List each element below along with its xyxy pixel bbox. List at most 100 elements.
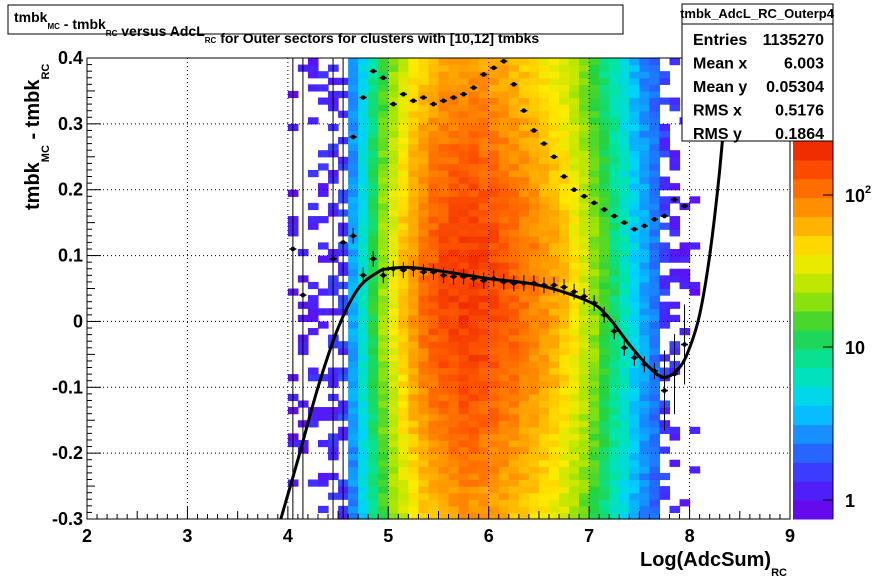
heatmap-cell [307,367,319,375]
heatmap-cell [488,439,500,448]
mean-profile-points [289,233,689,393]
heatmap-cell [388,229,399,237]
heatmap-cell [498,117,510,125]
heatmap-cell [619,380,630,388]
heatmap-cell [609,156,620,164]
heatmap-cell [317,505,329,514]
x-tick-label: 7 [584,526,594,546]
mean-profile-point [440,273,448,278]
heatmap-cell [619,354,630,362]
heatmap-cell [358,97,369,105]
heatmap-cell [438,387,450,395]
heatmap-cell [619,314,630,323]
heatmap-cell [438,71,450,79]
heatmap-cell [528,176,540,184]
heatmap-cell [388,492,399,500]
mean-profile-point [409,266,417,272]
heatmap-cell [448,472,460,481]
heatmap-cell [508,123,520,132]
heatmap-cell [388,393,399,402]
heatmap-cell [368,407,379,415]
heatmap-cell [317,308,329,316]
heatmap-cell [629,209,640,217]
heatmap-cell [448,97,460,105]
heatmap-cell [388,104,399,112]
heatmap-cell [478,426,490,434]
heatmap-cell [679,499,691,507]
heatmap-cell [398,64,409,72]
heatmap-cell [498,308,510,316]
heatmap-cell [358,189,369,197]
heatmap-cell [448,117,460,125]
heatmap-cell [649,97,661,105]
heatmap-cell [398,130,409,138]
heatmap-cell [408,367,420,375]
rms-profile-point [429,101,437,107]
heatmap-cell [518,262,530,270]
heatmap-cell [438,426,450,434]
heatmap-cell [358,426,369,434]
heatmap-cell [388,354,399,362]
heatmap-cell [378,360,389,369]
heatmap-cell [398,328,409,336]
heatmap-cell [599,222,610,230]
heatmap-cell [508,308,520,316]
heatmap-cell [518,374,530,382]
heatmap-cell [468,426,480,434]
heatmap-cell [358,486,369,494]
mean-profile-point [610,329,618,334]
heatmap-cell [368,176,379,184]
heatmap-cell [498,255,510,263]
heatmap-cell [488,196,500,204]
heatmap-cell [488,123,500,132]
heatmap-cell [388,374,399,382]
heatmap-cell [418,301,430,309]
heatmap-cell [388,176,399,184]
heatmap-cell [569,189,580,197]
heatmap-cell [488,242,500,250]
heatmap-cell [317,183,329,191]
heatmap-cell [619,301,630,309]
heatmap-cell [398,295,409,303]
heatmap-cell [538,472,550,481]
heatmap-cell [548,143,560,151]
heatmap-cell [428,130,440,138]
heatmap-cell [559,328,570,336]
heatmap-cell [438,314,450,323]
heatmap-cell [518,301,530,309]
mean-profile-point [500,279,508,285]
heatmap-cell [398,216,409,224]
heatmap-cell [548,163,560,171]
heatmap-cell [659,281,671,290]
heatmap-cell [629,242,640,250]
heatmap-cell [478,143,490,151]
mean-profile-point [640,361,648,367]
heatmap-cell [468,248,480,257]
heatmap-cell [528,202,540,211]
heatmap-cell [358,222,369,230]
heatmap-cell [589,216,600,224]
heatmap-cell [689,196,701,204]
heatmap-cell [388,347,399,355]
heatmap-cell [468,328,480,336]
rms-profile-point [660,213,668,219]
heatmap-cell [579,104,590,112]
heatmap-cell [629,216,640,224]
heatmap-cell [579,209,590,217]
heatmap-cell [538,189,550,197]
heatmap-cell [468,295,480,303]
heatmap-cell [639,143,650,151]
heatmap-cell [418,248,430,257]
heatmap-cell [478,393,490,402]
heatmap-cell [569,242,580,250]
heatmap-cell [398,486,409,494]
heatmap-cell [358,393,369,402]
stats-row-value: 0.5176 [775,103,824,120]
heatmap-cell [629,156,640,164]
heatmap-cell [438,479,450,487]
heatmap-cell [358,380,369,388]
heatmap-cell [468,222,480,230]
heatmap-cell [569,123,580,132]
heatmap-cell [518,479,530,487]
heatmap-cell [408,209,420,217]
